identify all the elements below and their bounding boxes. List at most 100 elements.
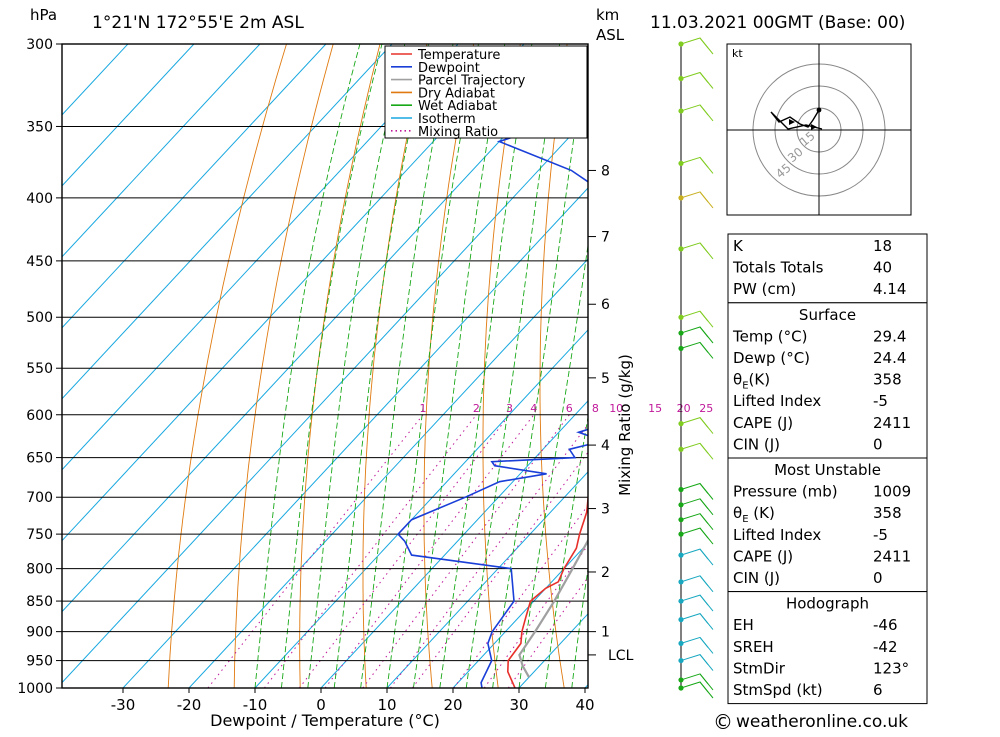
index-label: K [733, 237, 744, 255]
isotherm-line [0, 44, 128, 688]
pressure-tick-label: 750 [26, 527, 53, 543]
height-tick-label: 6 [601, 297, 610, 313]
isotherm-line [0, 44, 392, 688]
wind-barb [681, 484, 713, 500]
isotherm-line [0, 44, 458, 688]
mixing-ratio-line [325, 415, 534, 688]
wind-barb-flag [700, 549, 708, 559]
index-value: 2411 [873, 414, 911, 432]
mixing-ratio-label: 3 [506, 402, 513, 415]
pressure-tick-label: 800 [26, 562, 53, 578]
plot-frame [62, 44, 588, 688]
location-title: 1°21'N 172°55'E 2m ASL [92, 13, 304, 33]
index-label: CIN (J) [733, 435, 780, 453]
legend-entry-label: Mixing Ratio [418, 125, 498, 140]
index-label: CIN (J) [733, 569, 780, 587]
wind-barb-flag [700, 499, 708, 509]
wet-adiabat-line [440, 44, 532, 688]
dry-adiabat-line [168, 44, 286, 688]
index-value: 18 [873, 237, 892, 255]
wind-barb-flag [700, 655, 708, 665]
mixing-ratio-label: 20 [677, 402, 691, 415]
surface-indices-title: Surface [799, 306, 856, 324]
wind-barb-flag [700, 576, 708, 586]
wind-barb-flag [700, 243, 708, 253]
wind-barb-flag [700, 514, 708, 524]
mixing-ratio-label: 1 [420, 402, 427, 415]
wind-barb-flag [700, 637, 708, 647]
height-tick-label: 5 [601, 371, 610, 387]
wind-station-dot [678, 658, 683, 663]
wind-barb [681, 418, 713, 434]
asl-unit-label: ASL [596, 26, 625, 44]
wet-adiabat-line [519, 44, 617, 688]
index-label: Temp (°C) [732, 327, 807, 345]
temperature-tick-label: -30 [111, 696, 136, 714]
index-label: θE(K) [733, 371, 770, 392]
index-value: 4.14 [873, 280, 906, 298]
wind-station-dot [678, 579, 683, 584]
wind-barb [681, 157, 713, 173]
wind-barb [681, 311, 713, 327]
wind-barb-flag [700, 484, 708, 494]
wind-barb [681, 614, 713, 630]
index-label: EH [733, 616, 754, 634]
most-unstable-indices-title: Most Unstable [774, 461, 881, 479]
wind-barb-flag [700, 443, 708, 453]
temperature-tick-label: 40 [575, 696, 594, 714]
wet-adiabat-line [334, 44, 428, 688]
hodograph-indices-title: Hodograph [786, 595, 869, 613]
index-label: Totals Totals [732, 259, 824, 277]
height-tick-label: 2 [601, 565, 610, 581]
wind-barb [681, 576, 713, 592]
index-value: 29.4 [873, 327, 906, 345]
wind-barb-flag [700, 674, 708, 684]
height-tick-label: 8 [601, 163, 610, 179]
wind-barb-column [678, 38, 713, 698]
index-label: StmDir [733, 659, 786, 677]
index-label: PW (cm) [733, 280, 796, 298]
wind-station-dot [678, 552, 683, 557]
wind-barb-flag [700, 682, 708, 692]
pressure-tick-label: 500 [26, 310, 53, 326]
pressure-unit-label: hPa [30, 6, 57, 24]
pressure-tick-label: 900 [26, 625, 53, 641]
index-value: 123° [873, 659, 909, 677]
wind-barb [681, 443, 713, 459]
copyright-symbol: © [713, 710, 733, 733]
wind-barb-flag [700, 327, 708, 337]
isotherm-line [57, 44, 656, 688]
mixing-ratio-axis-title: Mixing Ratio (g/kg) [616, 354, 634, 496]
dry-adiabat-line [649, 44, 697, 688]
hodograph-unit-label: kt [732, 47, 743, 60]
height-tick-label: 7 [601, 230, 610, 246]
pressure-tick-label: 700 [26, 490, 53, 506]
wind-barb [681, 595, 713, 611]
wind-barb [681, 655, 713, 671]
index-value: 24.4 [873, 349, 906, 367]
index-value: 2411 [873, 547, 911, 565]
index-label: Lifted Index [733, 392, 821, 410]
hodograph-top-marker [817, 108, 822, 113]
pressure-tick-label: 600 [26, 408, 53, 424]
wind-barb [681, 499, 713, 515]
pressure-tick-label: 350 [26, 119, 53, 135]
index-value: 0 [873, 435, 883, 453]
datetime-title: 11.03.2021 00GMT (Base: 00) [650, 13, 905, 33]
pressure-tick-label: 850 [26, 594, 53, 610]
index-value: -42 [873, 638, 898, 656]
wind-barb [681, 243, 713, 259]
index-value: 40 [873, 259, 892, 277]
pressure-tick-label: 550 [26, 361, 53, 377]
wind-barb-flag [700, 528, 708, 538]
dry-adiabat-line [988, 44, 1000, 688]
index-value: 0 [873, 569, 883, 587]
dry-adiabat-line [363, 44, 427, 688]
mixing-ratio-line [390, 415, 595, 688]
index-label: Pressure (mb) [733, 483, 838, 501]
stability-indices: K 18 Totals Totals 40 PW (cm) 4.14 Surface Temp… [728, 234, 927, 704]
wind-station-dot [678, 532, 683, 537]
dry-adiabat-line [941, 44, 1000, 688]
